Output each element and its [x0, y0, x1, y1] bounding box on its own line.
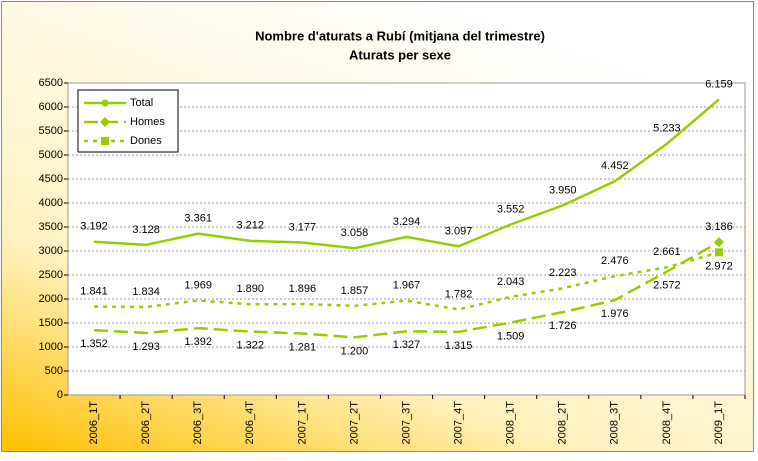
y-tick-label: 3000: [39, 245, 63, 257]
chart-subtitle: Aturats per sexe: [349, 47, 451, 62]
marker: [713, 237, 724, 248]
data-label: 1.890: [237, 283, 265, 295]
x-tick-label: 2007_1T: [296, 401, 308, 445]
y-tick-label: 500: [45, 365, 63, 377]
x-tick-label: 2008_4T: [661, 401, 673, 445]
series-line: [93, 240, 720, 339]
x-tick-label: 2009_1T: [713, 401, 725, 445]
marker: [101, 99, 109, 107]
data-label: 1.315: [445, 340, 473, 352]
data-label: 1.967: [393, 279, 421, 291]
marker: [101, 137, 109, 145]
data-label: 3.950: [549, 184, 577, 196]
x-tick-label: 2006_1T: [88, 401, 100, 445]
legend-label: Dones: [130, 135, 162, 147]
data-label: 4.452: [601, 160, 629, 172]
data-label: 3.212: [237, 220, 265, 232]
y-tick-label: 5000: [39, 149, 63, 161]
y-tick-label: 4500: [39, 173, 63, 185]
data-label: 2.223: [549, 267, 577, 279]
y-tick-label: 6000: [39, 101, 63, 113]
marker: [100, 117, 110, 127]
y-tick-label: 1500: [39, 317, 63, 329]
series-line: [94, 251, 720, 311]
x-tick-label: 2007_2T: [348, 401, 360, 445]
data-label: 3.192: [80, 221, 108, 233]
y-tick-label: 1000: [39, 341, 63, 353]
data-label: 1.782: [445, 288, 473, 300]
x-tick-label: 2006_2T: [140, 401, 152, 445]
data-label: 1.969: [184, 279, 212, 291]
marker: [714, 248, 723, 257]
data-label: 1.327: [393, 339, 421, 351]
data-label: 1.976: [601, 308, 629, 320]
data-label: 3.097: [445, 225, 473, 237]
y-tick-label: 4000: [39, 197, 63, 209]
x-tick-label: 2008_3T: [609, 401, 621, 445]
data-label: 5.233: [653, 123, 681, 135]
x-tick-label: 2007_3T: [400, 401, 412, 445]
data-label: 1.857: [341, 285, 369, 297]
y-tick-label: 6500: [39, 77, 63, 89]
data-label: 3.294: [393, 216, 421, 228]
data-label: 2.972: [705, 260, 733, 272]
series-line: [93, 98, 720, 250]
data-label: 3.361: [184, 213, 212, 225]
data-label: 3.177: [289, 221, 317, 233]
y-tick-label: 2000: [39, 293, 63, 305]
legend-label: Homes: [130, 116, 165, 128]
x-tick-label: 2006_3T: [192, 401, 204, 445]
data-label: 3.186: [705, 221, 733, 233]
data-label: 2.476: [601, 255, 629, 267]
legend-label: Total: [130, 97, 153, 109]
y-tick-label: 3500: [39, 221, 63, 233]
data-label: 1.281: [289, 341, 317, 353]
x-tick-label: 2008_1T: [505, 401, 517, 445]
data-label: 1.896: [289, 283, 317, 295]
data-label: 1.834: [132, 286, 160, 298]
data-label: 2.661: [653, 246, 681, 258]
data-label: 3.058: [341, 227, 369, 239]
y-tick-label: 0: [57, 389, 63, 401]
data-label: 1.322: [237, 339, 265, 351]
x-tick-label: 2006_4T: [244, 401, 256, 445]
data-label: 3.552: [497, 203, 525, 215]
y-tick-label: 2500: [39, 269, 63, 281]
chart-title: Nombre d'aturats a Rubí (mitjana del tri…: [255, 28, 545, 43]
x-tick-label: 2008_2T: [557, 401, 569, 445]
y-tick-label: 5500: [39, 125, 63, 137]
data-label: 1.509: [497, 330, 525, 342]
x-tick-label: 2007_4T: [452, 401, 464, 445]
data-label: 1.841: [80, 286, 108, 298]
data-label: 1.352: [80, 338, 108, 350]
data-label: 1.200: [341, 345, 369, 357]
data-label: 3.128: [132, 224, 160, 236]
data-label: 1.293: [132, 341, 160, 353]
data-label: 6.159: [705, 78, 733, 90]
data-label: 2.043: [497, 276, 525, 288]
data-label: 2.572: [653, 279, 681, 291]
data-label: 1.392: [184, 336, 212, 348]
data-label: 1.726: [549, 320, 577, 332]
plot-area: [67, 82, 746, 396]
